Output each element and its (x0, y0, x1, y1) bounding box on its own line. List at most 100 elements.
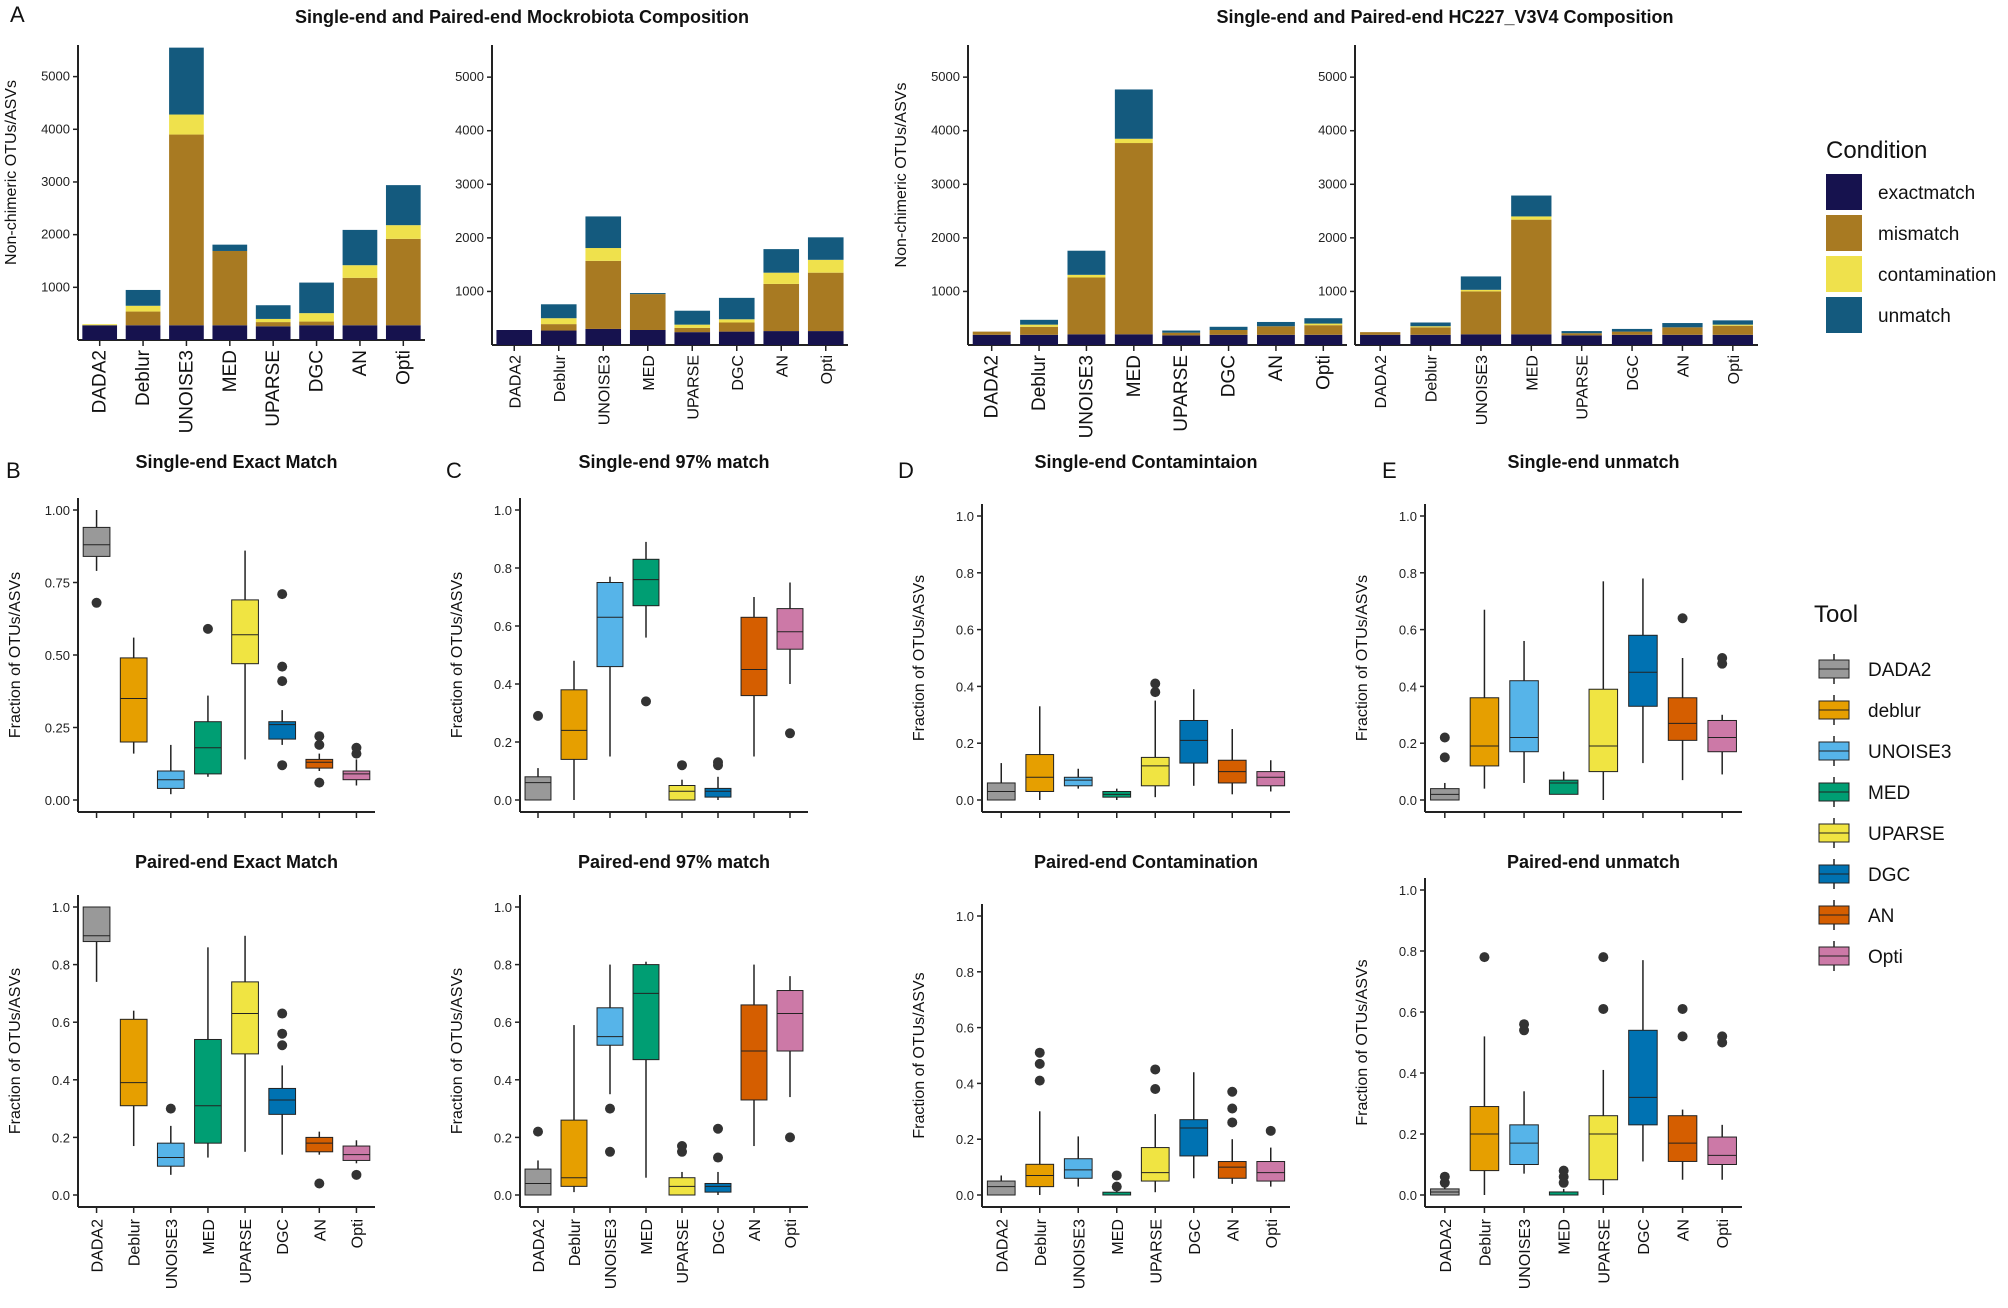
x-tick-label-dada2: DADA2 (90, 1219, 107, 1272)
x-tick-label-deblur: Deblur (127, 1218, 144, 1266)
y-tick-label: 0.8 (494, 958, 512, 973)
x-tick-label-opti: Opti (1715, 1219, 1732, 1248)
box-body (704, 787, 732, 798)
x-tick-label-dgc: DGC (1219, 355, 1240, 397)
boxplot-panel-3: Single-end Contamintaion 0.0 0.2 0.4 0.6 0.8 1… (911, 452, 1290, 818)
box-body (596, 582, 624, 668)
y-tick-label: 0.6 (956, 1021, 974, 1036)
x-tick-label-med: MED (1524, 355, 1541, 391)
x-tick-label-dgc: DGC (711, 1219, 728, 1255)
legend-key-an: AN (1818, 900, 1894, 930)
bar-mismatch-uparse (1162, 332, 1201, 336)
box-body (1588, 688, 1619, 773)
box-dgc (268, 1008, 297, 1155)
x-tick-label-dgc: DGC (307, 350, 328, 392)
y-tick-label: 0.2 (956, 1132, 974, 1147)
bar-exactmatch-uparse (674, 332, 711, 345)
x-tick-label-opti: Opti (783, 1219, 800, 1248)
box-dgc (704, 1123, 732, 1195)
y-tick-label: 4000 (931, 123, 960, 138)
bar-mismatch-dgc (718, 322, 755, 332)
x-tick-label-dgc: DGC (1625, 355, 1642, 391)
bar-contamination-med (1511, 216, 1552, 220)
bar-exactmatch-dgc (1611, 334, 1653, 345)
x-tick-label-opti: Opti (1264, 1219, 1281, 1248)
bar-exactmatch-unoise3 (1460, 334, 1502, 345)
outlier-point (677, 1141, 687, 1152)
bar-contamination-uparse (255, 318, 291, 323)
outlier-point (1150, 1083, 1161, 1094)
y-tick-label: 0.4 (494, 1073, 512, 1088)
y-tick-label: 4000 (455, 123, 484, 138)
box-body (1707, 719, 1737, 753)
y-tick-label: 0.0 (1399, 793, 1417, 808)
legend-key-dgc: DGC (1818, 859, 1910, 889)
outlier-point (277, 661, 288, 672)
box-med (194, 947, 222, 1158)
bar-contamination-opti (1304, 323, 1343, 326)
y-tick-label: 0.6 (494, 1015, 512, 1030)
box-body (268, 721, 297, 740)
box-an (740, 964, 768, 1147)
y-tick-label: 5000 (931, 69, 960, 84)
box-med (1102, 788, 1132, 800)
bar-exactmatch-deblur (540, 330, 577, 345)
x-tick-label-opti: Opti (819, 355, 836, 384)
box-uparse (1140, 1064, 1170, 1193)
bar-unmatch-unoise3 (1067, 250, 1106, 275)
bar-exactmatch-med (629, 330, 666, 345)
box-body (1063, 776, 1093, 787)
box-dada2 (82, 510, 111, 608)
bar-mismatch-dgc (299, 321, 334, 326)
outlier-point (277, 676, 288, 687)
bar-contamination-unoise3 (585, 248, 622, 261)
y-tick-label: 0.6 (494, 619, 512, 634)
outlier-point (1439, 752, 1450, 763)
outlier-point (202, 623, 213, 634)
outlier-point (314, 777, 325, 788)
legend-key-unoise3: UNOISE3 (1818, 736, 1951, 766)
y-tick-label: 0.0 (1399, 1188, 1417, 1203)
bar-exactmatch-deblur (125, 325, 161, 340)
bar-unmatch-uparse (255, 305, 291, 319)
box-opti (776, 976, 804, 1143)
y-tick-label: 1000 (455, 283, 484, 298)
x-tick-label-uparse: UPARSE (1596, 1219, 1613, 1284)
legend-key-uparse: UPARSE (1818, 818, 1945, 848)
outlier-point (277, 1040, 288, 1051)
outlier-point (1227, 1117, 1238, 1128)
y-tick-label: 0.8 (52, 958, 70, 973)
box-body (305, 758, 334, 769)
bar-contamination-opti (1712, 324, 1753, 326)
bar-unmatch-deblur (1410, 322, 1451, 327)
y-tick-label: 0.4 (494, 677, 512, 692)
box-dada2 (986, 1175, 1016, 1196)
legend-key-deblur: deblur (1818, 695, 1921, 725)
panel-title: Paired-end Contamination (1034, 852, 1258, 872)
outlier-point (1034, 1058, 1045, 1069)
bar-mismatch-unoise3 (1067, 277, 1106, 335)
bar-contamination-opti (807, 259, 844, 273)
legend-swatch-contamination (1826, 256, 1862, 292)
y-axis-label: Non-chimeric OTUs/ASVs (3, 80, 20, 265)
bar-contamination-dgc (299, 313, 334, 322)
box-body (1179, 719, 1209, 764)
legend-label: UNOISE3 (1868, 742, 1951, 763)
box-body (1548, 779, 1579, 795)
x-tick-label-unoise3: UNOISE3 (1474, 355, 1491, 425)
y-tick-label: 0.0 (494, 793, 512, 808)
box-deblur (1469, 609, 1500, 789)
x-tick-label-med: MED (1124, 355, 1145, 397)
box-dada2 (986, 763, 1016, 801)
x-tick-label-an: AN (350, 350, 371, 376)
bar-exactmatch-opti (1304, 334, 1343, 345)
y-tick-label: 0.50 (45, 648, 70, 663)
y-tick-label: 0.6 (956, 623, 974, 638)
outlier-point (1519, 1019, 1530, 1030)
x-tick-label-uparse: UPARSE (675, 1219, 692, 1284)
bar-mismatch-deblur (125, 311, 161, 326)
x-tick-label-deblur: Deblur (1029, 354, 1050, 411)
bar-unmatch-unoise3 (169, 47, 204, 115)
bar-exactmatch-dgc (1209, 334, 1248, 345)
